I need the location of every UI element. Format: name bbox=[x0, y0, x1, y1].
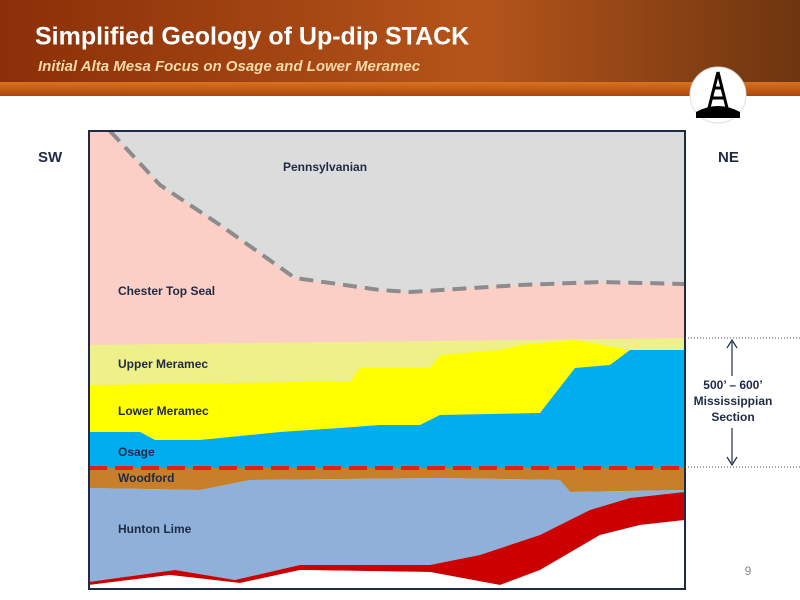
layer-label: Upper Meramec bbox=[118, 357, 208, 371]
unconformity-line bbox=[108, 129, 686, 295]
annotation-text: 500’ – 600’ bbox=[703, 378, 762, 392]
frame bbox=[88, 130, 686, 590]
layer-label: Pennsylvanian bbox=[283, 160, 367, 174]
annotation-text: Section bbox=[711, 410, 754, 424]
layer-label: Osage bbox=[118, 445, 155, 459]
thickness-annotation: 500’ – 600’ Mississippian Section bbox=[685, 337, 800, 468]
layer-label: Hunton Lime bbox=[118, 522, 192, 536]
lower-meramec-layer bbox=[89, 340, 685, 440]
sw-label: SW bbox=[38, 149, 63, 166]
header-bg bbox=[0, 0, 800, 82]
upper-meramec-layer bbox=[89, 338, 685, 385]
ne-label: NE bbox=[718, 149, 739, 166]
hunton-layer bbox=[89, 478, 685, 582]
layer-label: Sylvan bbox=[340, 569, 379, 583]
layer-label: Lower Meramec bbox=[118, 404, 209, 418]
header-band bbox=[0, 82, 800, 96]
layer-label: Woodford bbox=[118, 471, 174, 485]
chester-layer bbox=[89, 131, 685, 345]
sylvan-layer bbox=[89, 492, 685, 585]
logo bbox=[689, 66, 747, 124]
title: Simplified Geology of Up-dip STACK bbox=[35, 23, 469, 51]
page-number: 9 bbox=[745, 564, 752, 578]
cross-section: Pennsylvanian Chester Top Seal Upper Mer… bbox=[88, 129, 686, 590]
osage-layer bbox=[89, 350, 685, 468]
woodford-layer bbox=[89, 468, 685, 492]
layer-label: Chester Top Seal bbox=[118, 284, 215, 298]
annotation-text: Mississippian bbox=[694, 394, 773, 408]
basement bbox=[89, 520, 685, 589]
subtitle: Initial Alta Mesa Focus on Osage and Low… bbox=[38, 58, 421, 75]
